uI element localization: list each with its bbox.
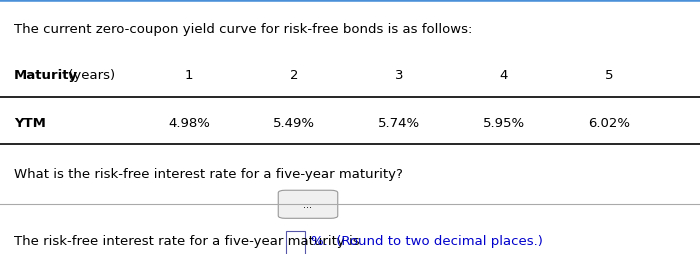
Text: 3: 3	[395, 69, 403, 82]
Text: 4.98%: 4.98%	[168, 117, 210, 130]
Text: 2: 2	[290, 69, 298, 82]
Text: 5.74%: 5.74%	[378, 117, 420, 130]
FancyBboxPatch shape	[279, 190, 337, 218]
Text: 1: 1	[185, 69, 193, 82]
Text: 5.95%: 5.95%	[483, 117, 525, 130]
Text: 4: 4	[500, 69, 508, 82]
Text: 6.02%: 6.02%	[588, 117, 630, 130]
Text: %.  (Round to two decimal places.): %. (Round to two decimal places.)	[311, 234, 542, 247]
Text: 5: 5	[605, 69, 613, 82]
Text: The current zero-coupon yield curve for risk-free bonds is as follows:: The current zero-coupon yield curve for …	[14, 23, 472, 36]
Text: 5.49%: 5.49%	[273, 117, 315, 130]
Text: The risk-free interest rate for a five-year maturity is: The risk-free interest rate for a five-y…	[14, 234, 364, 247]
Text: YTM: YTM	[14, 117, 46, 130]
Text: Maturity: Maturity	[14, 69, 78, 82]
Text: ...: ...	[304, 199, 312, 210]
Text: (years): (years)	[64, 69, 116, 82]
FancyBboxPatch shape	[286, 231, 305, 254]
Text: What is the risk-free interest rate for a five-year maturity?: What is the risk-free interest rate for …	[14, 168, 403, 181]
